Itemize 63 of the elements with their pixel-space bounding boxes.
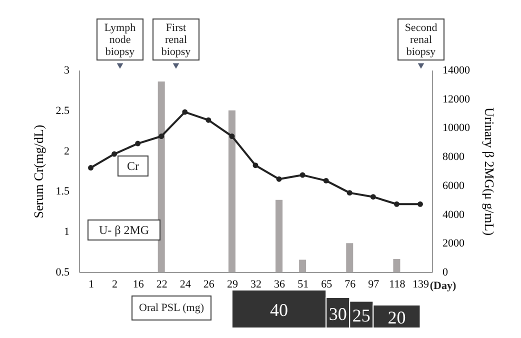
x-tick-label: 118 (389, 278, 406, 290)
point (394, 201, 400, 207)
y-tick-label: 1 (64, 226, 70, 238)
x-tick-label: 29 (226, 278, 238, 290)
x-tick-label: 24 (180, 278, 192, 290)
text: Second renal biopsy (404, 22, 438, 58)
y2-tick-label: 14000 (442, 64, 470, 76)
point (135, 140, 141, 146)
y-tick-label: 3 (64, 64, 70, 76)
x-axis-title: (Day) (430, 280, 456, 292)
text: Oral PSL (mg) (139, 302, 204, 314)
text: 30 (328, 304, 347, 324)
point (252, 162, 258, 168)
point (206, 117, 212, 123)
y2-tick-label: 12000 (442, 93, 470, 106)
bar (276, 200, 283, 272)
y2-tick-label: 10000 (442, 122, 470, 134)
x-tick-label: 26 (203, 278, 215, 290)
point (276, 176, 282, 182)
y2-axis-title: Urinary β 2MG(μ g/mL) (482, 107, 497, 236)
x-tick-label: 16 (132, 278, 144, 290)
x-tick-label: 139 (412, 278, 430, 290)
y2-tick-label: 4000 (442, 208, 465, 221)
bar (346, 243, 354, 272)
y2-tick-label: 8000 (442, 151, 465, 164)
y2-tick-label: 0 (442, 266, 448, 278)
text: Lymph node biopsy (104, 22, 136, 58)
series-label: U- β 2MG (98, 223, 150, 237)
y2-tick-label: 2000 (442, 238, 465, 250)
bar (393, 259, 400, 272)
x-tick-label: 1 (88, 278, 94, 290)
text: 20 (388, 308, 406, 328)
x-tick-label: 36 (274, 278, 286, 290)
bar (228, 110, 236, 272)
point (182, 109, 188, 115)
bar (299, 260, 306, 272)
x-tick-label: 97 (368, 278, 380, 290)
bar (158, 82, 165, 272)
series-label: Cr (127, 159, 140, 173)
x-tick-label: 51 (298, 278, 309, 290)
y-tick-label: 1.5 (56, 186, 70, 198)
y-axis-title: Serum Cr(mg/dL) (30, 124, 46, 218)
point (346, 190, 352, 196)
x-tick-label: 32 (250, 278, 262, 290)
y-tick-label: 0.5 (56, 266, 70, 278)
point (300, 172, 306, 178)
point (229, 134, 235, 139)
text: 25 (352, 306, 370, 326)
point (158, 134, 164, 139)
point (370, 194, 376, 200)
x-tick-label: 65 (321, 278, 333, 290)
point (323, 178, 329, 184)
x-tick-label: 76 (344, 278, 356, 290)
point (417, 201, 423, 207)
y-tick-label: 2 (64, 145, 70, 158)
x-tick-label: 22 (156, 278, 168, 290)
text: First renal biopsy (161, 22, 192, 58)
y2-tick-label: 6000 (442, 180, 465, 192)
point (112, 151, 118, 157)
text: 40 (270, 300, 288, 320)
x-tick-label: 2 (112, 278, 118, 290)
y-tick-label: 2.5 (56, 104, 70, 117)
point (88, 165, 94, 170)
